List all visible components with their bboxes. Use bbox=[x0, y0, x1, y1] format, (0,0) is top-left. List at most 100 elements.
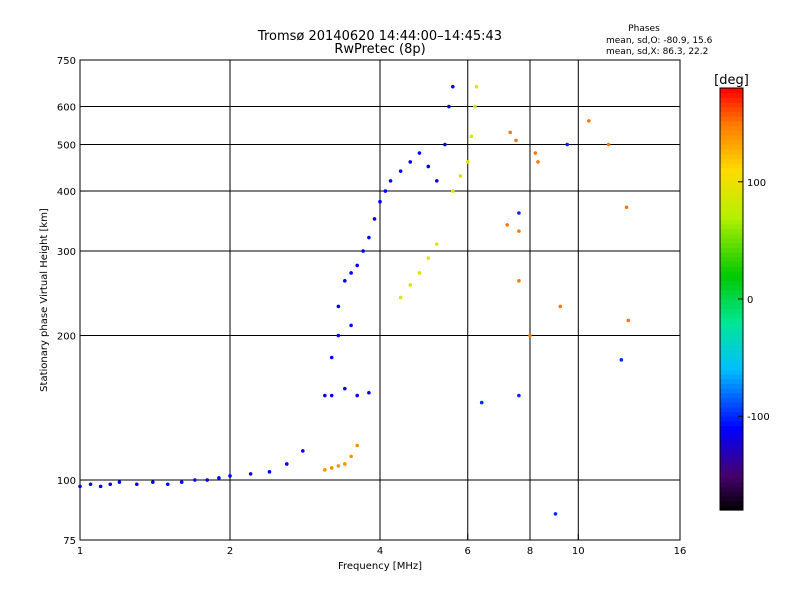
phases-line-o: mean, sd,O: -80.9, 15.6 bbox=[606, 36, 713, 46]
colorbar-band bbox=[720, 228, 743, 234]
colorbar-band bbox=[720, 495, 743, 502]
data-point bbox=[108, 482, 113, 487]
data-point bbox=[517, 229, 521, 233]
data-point bbox=[228, 474, 232, 478]
chart-subtitle: RwPretec (8p) bbox=[334, 42, 425, 57]
x-tick-label: 16 bbox=[674, 546, 687, 557]
colorbar-band bbox=[720, 163, 743, 169]
data-point bbox=[443, 142, 447, 147]
colorbar-band bbox=[720, 439, 743, 445]
data-point bbox=[624, 205, 629, 210]
colorbar-tick-label: -100 bbox=[747, 412, 770, 423]
colorbar-band bbox=[720, 88, 743, 94]
data-point bbox=[78, 484, 82, 489]
colorbar-band bbox=[720, 247, 743, 253]
data-point bbox=[329, 355, 334, 360]
colorbar-band bbox=[720, 322, 743, 328]
data-point bbox=[553, 512, 558, 516]
colorbar-band bbox=[720, 209, 743, 216]
colorbar-band bbox=[720, 205, 743, 211]
phases-heading: Phases bbox=[628, 24, 660, 34]
colorbar-band bbox=[720, 416, 743, 422]
data-point bbox=[473, 104, 477, 109]
data-point bbox=[474, 84, 479, 89]
phases-line-x: mean, sd,X: 86.3, 22.2 bbox=[606, 47, 708, 57]
data-point bbox=[565, 142, 569, 147]
colorbar-band bbox=[720, 500, 743, 506]
colorbar-band bbox=[720, 144, 743, 150]
data-point bbox=[217, 476, 221, 480]
colorbar-band bbox=[720, 397, 743, 403]
colorbar-band bbox=[720, 223, 743, 230]
colorbar-band bbox=[720, 388, 743, 394]
data-point bbox=[151, 480, 155, 484]
data-point bbox=[323, 393, 327, 398]
gridlines bbox=[80, 60, 680, 540]
data-point bbox=[517, 393, 521, 398]
colorbar-band bbox=[720, 102, 743, 108]
data-point bbox=[398, 295, 403, 300]
colorbar-band bbox=[720, 406, 743, 413]
colorbar-band bbox=[720, 106, 743, 113]
colorbar-band bbox=[720, 97, 743, 103]
colorbar-band bbox=[720, 148, 743, 155]
data-point bbox=[434, 179, 439, 183]
colorbar-band bbox=[720, 453, 743, 460]
colorbar-band bbox=[720, 139, 743, 145]
colorbar-band bbox=[720, 402, 743, 408]
colorbar-band bbox=[720, 467, 743, 474]
data-point bbox=[248, 472, 253, 476]
colorbar-band bbox=[720, 444, 743, 450]
data-point bbox=[284, 462, 289, 466]
colorbar-band bbox=[720, 486, 743, 492]
data-point bbox=[349, 271, 353, 275]
data-point bbox=[587, 119, 591, 123]
data-point bbox=[426, 256, 431, 260]
x-tick-label: 6 bbox=[465, 546, 471, 557]
colorbar-band bbox=[720, 425, 743, 431]
data-point bbox=[465, 160, 470, 164]
colorbar-band bbox=[720, 191, 743, 197]
data-point bbox=[205, 478, 209, 482]
data-point bbox=[343, 462, 347, 466]
colorbar-band bbox=[720, 359, 743, 366]
data-point bbox=[469, 134, 474, 139]
colorbar-band bbox=[720, 434, 743, 441]
colorbar-band bbox=[720, 120, 743, 127]
colorbar-band bbox=[720, 374, 743, 380]
colorbar-tick-label: 0 bbox=[747, 295, 753, 306]
colorbar-band bbox=[720, 383, 743, 389]
data-point bbox=[619, 358, 624, 362]
colorbar-band bbox=[720, 491, 743, 497]
colorbar-band bbox=[720, 167, 743, 173]
colorbar-band bbox=[720, 355, 743, 361]
data-point bbox=[426, 164, 431, 169]
data-point bbox=[355, 393, 359, 398]
data-point bbox=[378, 199, 382, 204]
colorbar-band bbox=[720, 430, 743, 436]
colorbar-band bbox=[720, 256, 743, 263]
colorbar-band bbox=[720, 172, 743, 178]
data-point bbox=[447, 104, 451, 109]
data-point bbox=[336, 464, 341, 468]
colorbar-band bbox=[720, 200, 743, 206]
chart-title: Tromsø 20140620 14:44:00–14:45:43 bbox=[257, 29, 502, 44]
data-point bbox=[505, 223, 509, 227]
colorbar-band bbox=[720, 252, 743, 258]
colorbar-band bbox=[720, 458, 743, 464]
y-tick-label: 400 bbox=[57, 187, 76, 198]
colorbar-band bbox=[720, 336, 743, 342]
colorbar-band bbox=[720, 186, 743, 192]
colorbar-band bbox=[720, 299, 743, 305]
data-point bbox=[323, 468, 327, 472]
colorbar-band bbox=[720, 327, 743, 333]
colorbar-band bbox=[720, 219, 743, 225]
y-tick-label: 200 bbox=[57, 332, 76, 343]
data-point bbox=[355, 443, 359, 448]
data-point bbox=[517, 211, 521, 215]
data-point bbox=[349, 454, 353, 459]
data-point bbox=[398, 169, 403, 173]
data-point bbox=[349, 323, 353, 328]
colorbar-band bbox=[720, 481, 743, 488]
colorbar-band bbox=[720, 125, 743, 131]
